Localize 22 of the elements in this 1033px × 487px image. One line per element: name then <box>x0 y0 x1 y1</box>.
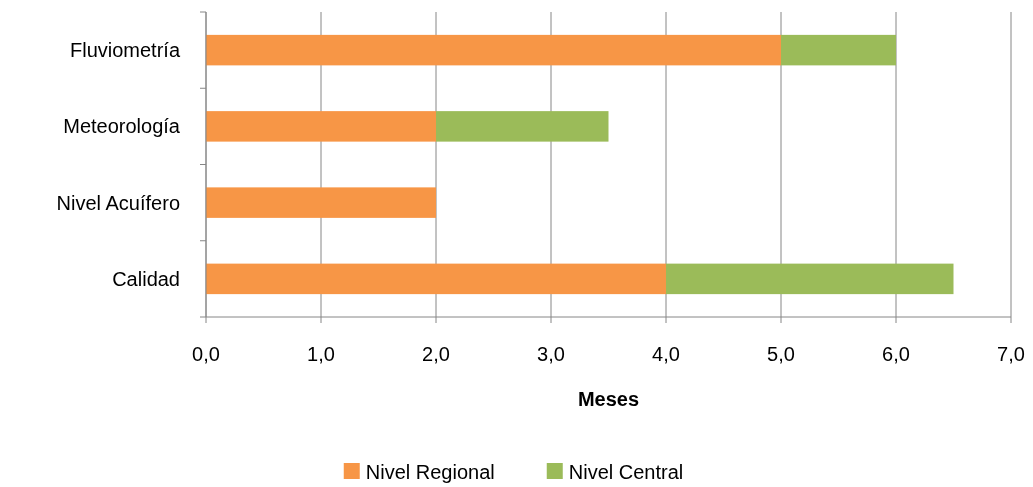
bar <box>781 34 896 66</box>
bar <box>206 263 666 295</box>
x-tick-label: 2,0 <box>422 343 450 365</box>
legend-label: Nivel Central <box>568 461 684 483</box>
x-tick-label: 5,0 <box>767 343 795 365</box>
x-tick-label: 7,0 <box>997 343 1025 365</box>
y-tick-label: Nivel Acuífero <box>56 191 180 214</box>
x-tick-label: 4,0 <box>652 343 680 365</box>
x-tick-label: 1,0 <box>307 343 335 365</box>
y-tick-label: Fluviometría <box>69 39 181 62</box>
x-axis-title: Meses <box>577 388 640 410</box>
x-tick-label: 6,0 <box>882 343 910 365</box>
bar <box>206 187 436 218</box>
bar <box>206 34 781 66</box>
bar <box>436 111 609 142</box>
y-tick-label: Meteorología <box>63 115 181 138</box>
bar <box>206 111 436 142</box>
x-tick-label: 3,0 <box>537 343 565 365</box>
x-tick-label: 0,0 <box>192 343 220 365</box>
bar <box>666 263 954 295</box>
legend-label: Nivel Regional <box>365 461 495 483</box>
y-tick-label: Calidad <box>112 267 180 290</box>
